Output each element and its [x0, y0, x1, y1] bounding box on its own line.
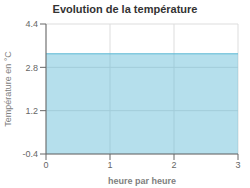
svg-text:1.2: 1.2 [25, 106, 38, 116]
svg-text:heure par heure: heure par heure [108, 176, 176, 186]
svg-text:2.8: 2.8 [25, 63, 38, 73]
svg-text:-0.4: -0.4 [22, 149, 38, 159]
svg-text:Température en °C: Température en °C [8, 51, 13, 127]
svg-text:3: 3 [235, 160, 240, 170]
svg-text:2: 2 [171, 160, 176, 170]
html-text:Evolution de la température: Evolution de la température [52, 3, 198, 15]
svg-text:1: 1 [107, 160, 112, 170]
svg-text:4.4: 4.4 [25, 19, 38, 29]
svg-text:0: 0 [43, 160, 48, 170]
